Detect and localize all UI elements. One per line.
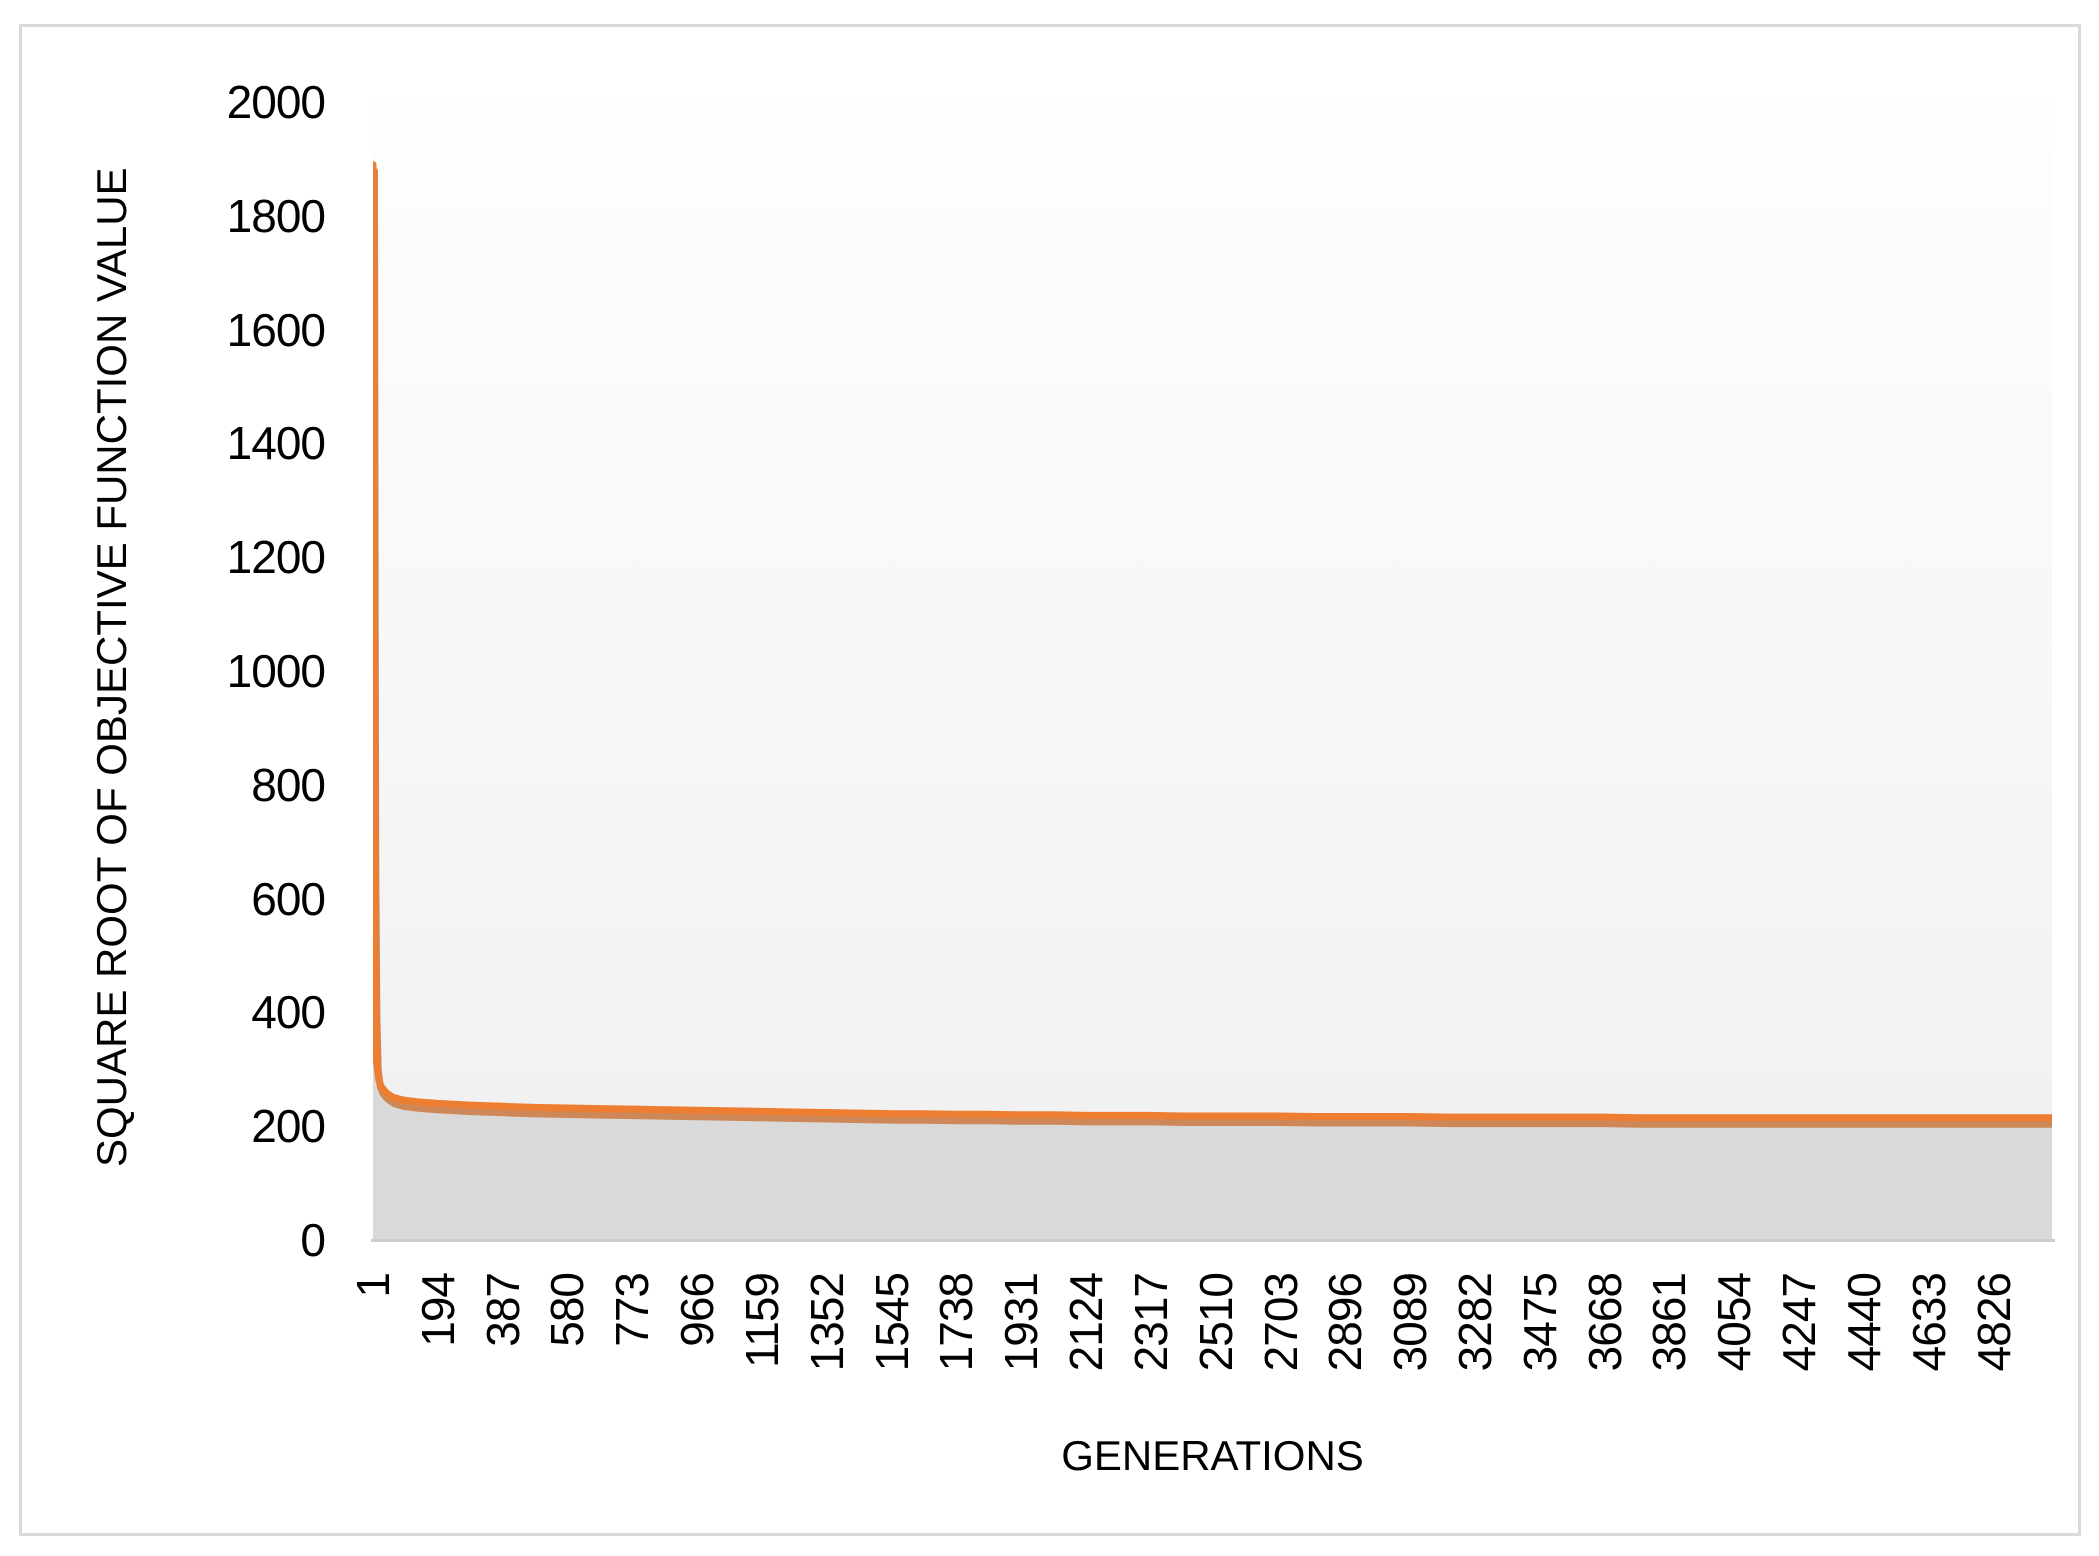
x-tick-label: 580 bbox=[541, 1273, 594, 1347]
y-tick-label: 200 bbox=[251, 1100, 326, 1153]
x-tick-label: 3475 bbox=[1513, 1273, 1566, 1372]
x-tick-label: 1738 bbox=[930, 1273, 983, 1372]
x-tick-label: 2703 bbox=[1254, 1273, 1307, 1372]
x-tick-label: 2896 bbox=[1319, 1273, 1372, 1372]
y-tick-label: 1200 bbox=[226, 531, 326, 584]
series-line-shadow bbox=[373, 167, 2052, 1128]
x-tick-label: 966 bbox=[671, 1273, 724, 1347]
series-line bbox=[373, 161, 2052, 1122]
series-plot-svg bbox=[373, 161, 2052, 1240]
y-tick-label: 1400 bbox=[226, 417, 326, 470]
x-tick-label: 3089 bbox=[1384, 1273, 1437, 1372]
y-tick-label: 2000 bbox=[226, 76, 326, 128]
x-tick-label: 1159 bbox=[735, 1273, 788, 1368]
x-tick-label: 3861 bbox=[1643, 1273, 1696, 1372]
x-tick-label: 1352 bbox=[800, 1273, 853, 1372]
chart-frame: SQUARE ROOT OF OBJECTIVE FUNCTION VALUE … bbox=[19, 24, 2081, 1536]
x-tick-label: 4054 bbox=[1708, 1273, 1761, 1372]
x-tick-label: 1 bbox=[347, 1273, 399, 1298]
x-axis-line bbox=[371, 1239, 2055, 1242]
y-tick-label: 400 bbox=[251, 986, 326, 1039]
y-tick-label: 1600 bbox=[226, 303, 326, 356]
x-tick-label: 4633 bbox=[1902, 1273, 1955, 1372]
y-tick-label: 1000 bbox=[226, 645, 326, 697]
x-tick-label: 1931 bbox=[995, 1273, 1048, 1372]
y-tick-label: 1800 bbox=[226, 189, 326, 242]
x-tick-label: 2124 bbox=[1060, 1273, 1113, 1372]
x-tick-label: 2510 bbox=[1189, 1273, 1242, 1372]
x-tick-label: 1545 bbox=[865, 1273, 918, 1372]
x-axis-title: GENERATIONS bbox=[1061, 1432, 1364, 1479]
x-tick-label: 4247 bbox=[1773, 1273, 1826, 1372]
y-tick-label: 800 bbox=[251, 758, 326, 811]
x-tick-label: 773 bbox=[606, 1273, 659, 1347]
x-tick-label: 194 bbox=[411, 1273, 464, 1347]
x-tick-label: 3282 bbox=[1448, 1273, 1501, 1372]
x-tick-label: 3668 bbox=[1578, 1273, 1631, 1372]
series-area-fill bbox=[373, 172, 2052, 1240]
plot-area bbox=[373, 95, 2052, 1240]
y-tick-label: 0 bbox=[300, 1214, 326, 1266]
y-tick-label: 600 bbox=[251, 872, 326, 925]
x-tick-label: 4440 bbox=[1837, 1273, 1890, 1372]
x-tick-label: 4826 bbox=[1967, 1273, 2020, 1372]
x-tick-label: 387 bbox=[476, 1273, 529, 1347]
x-tick-label: 2317 bbox=[1124, 1273, 1177, 1372]
